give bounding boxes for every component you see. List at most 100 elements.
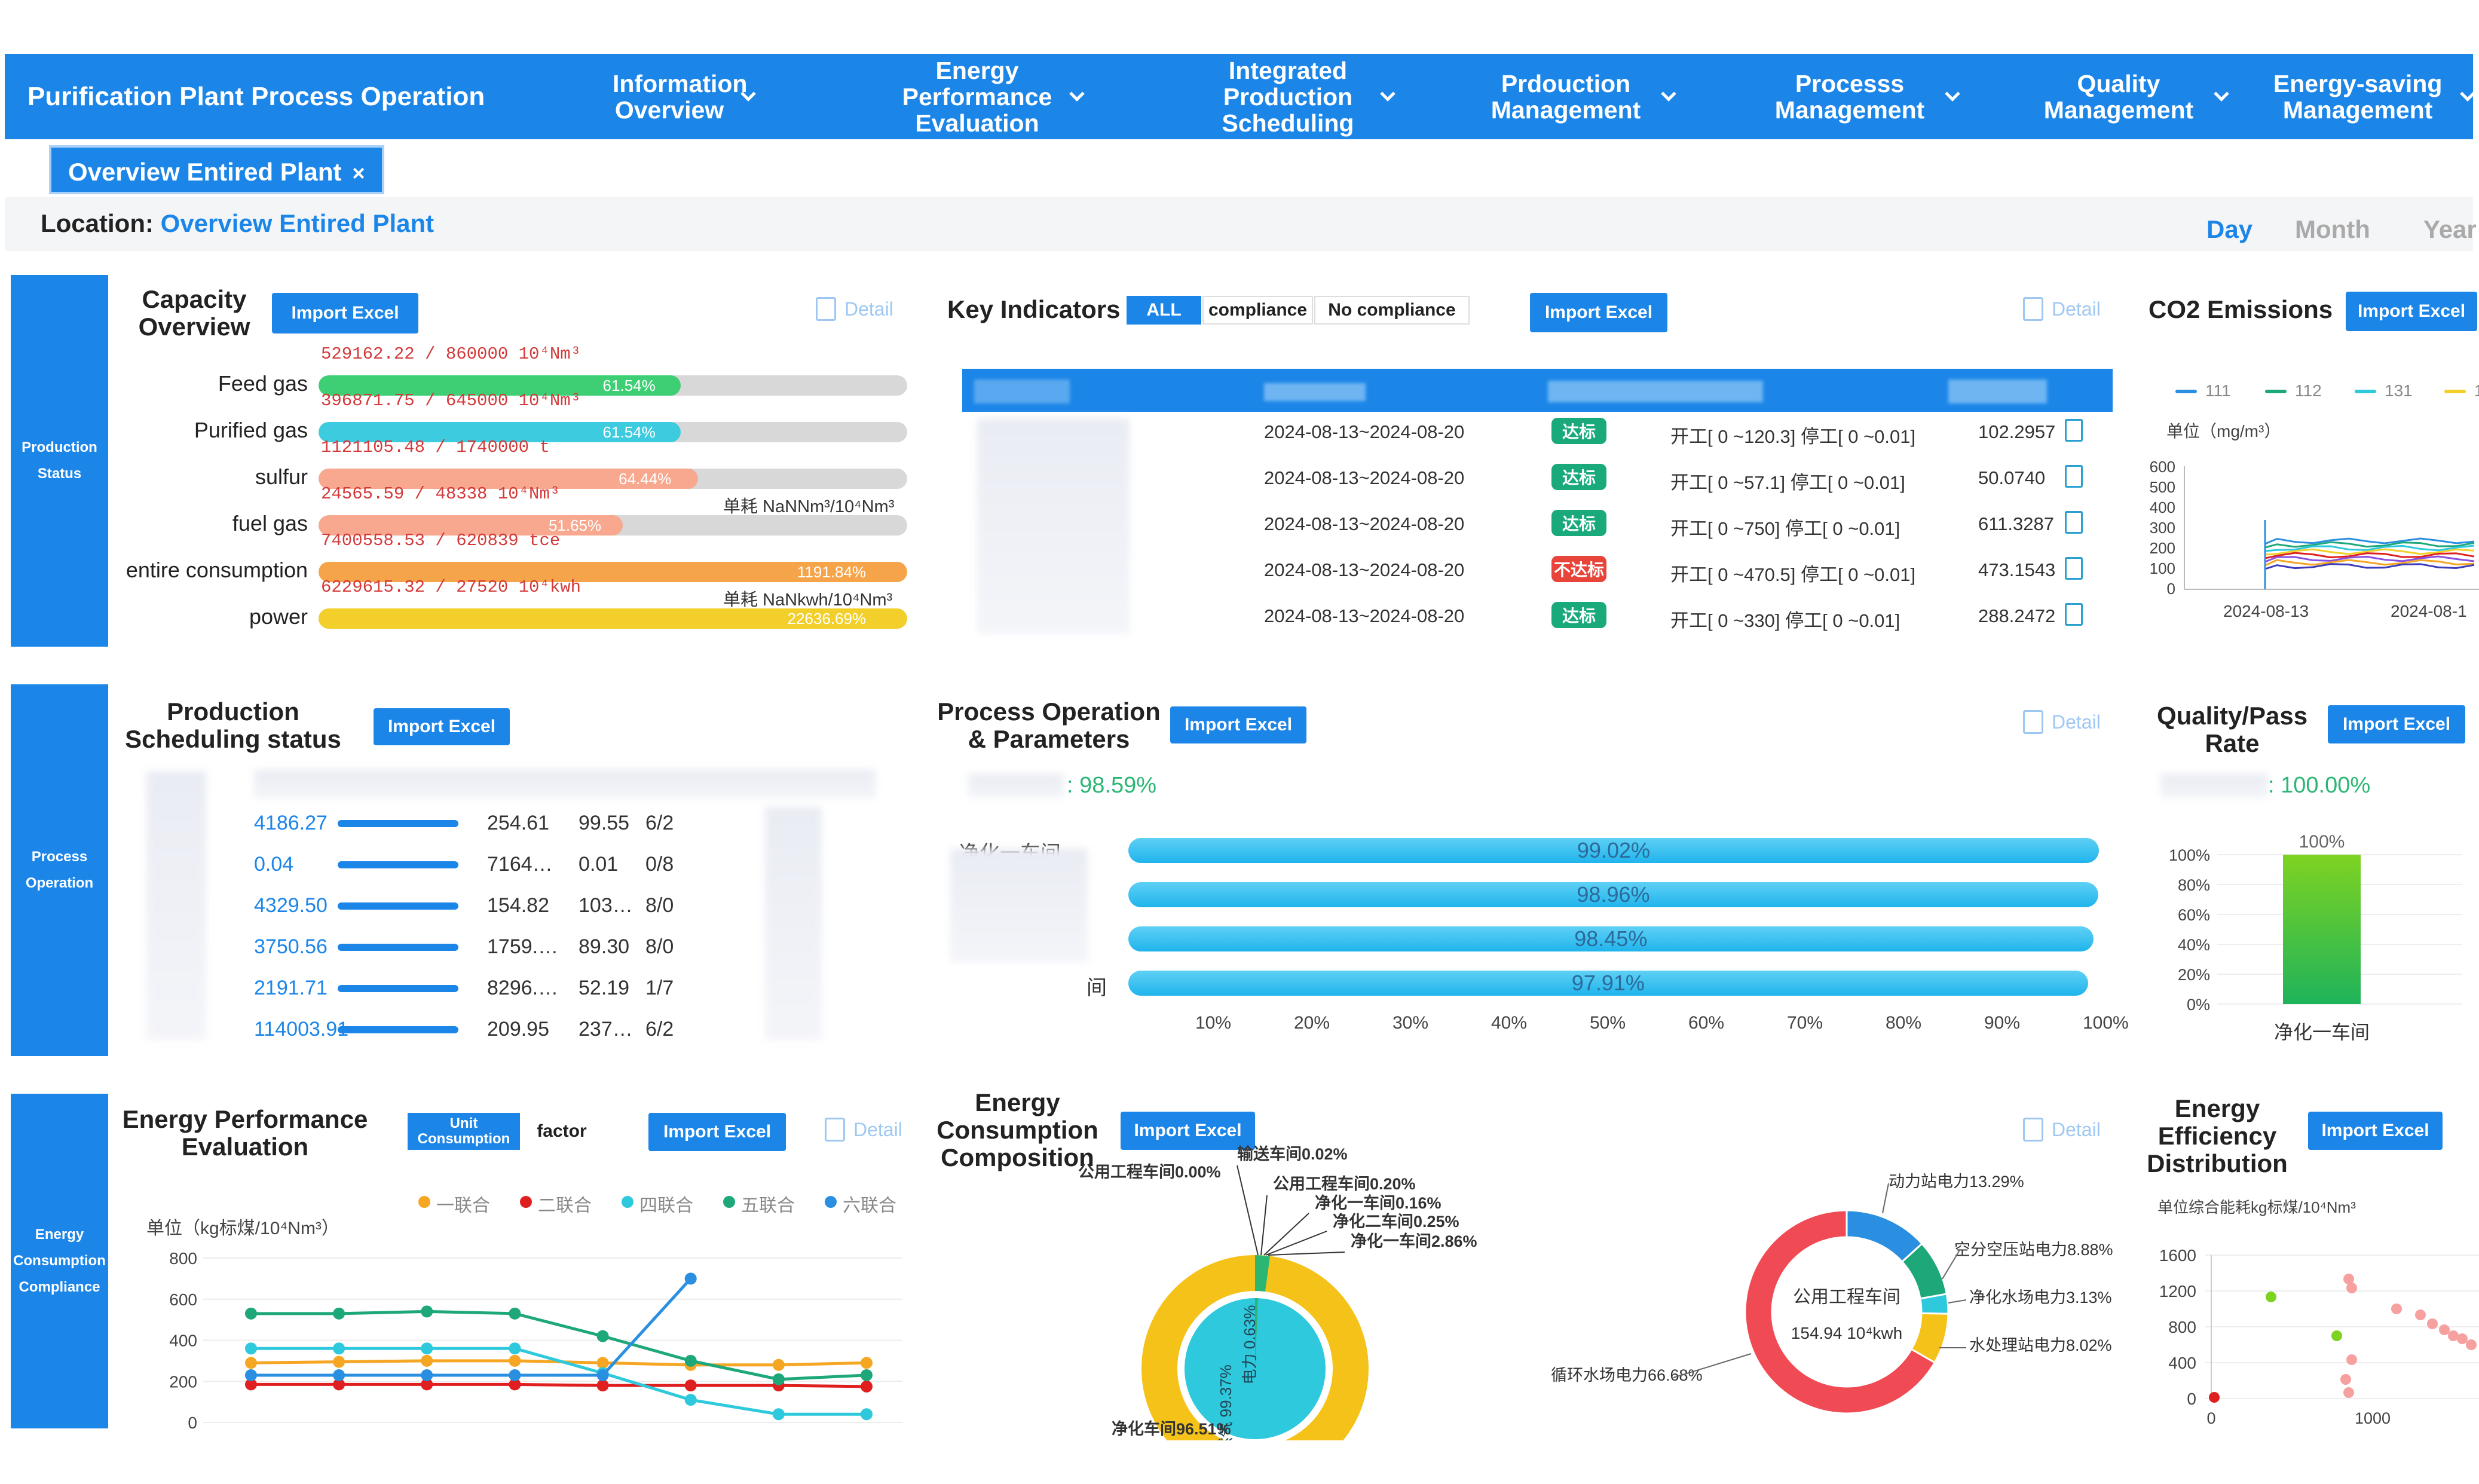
nav-production-management[interactable]: Prdouction Management xyxy=(1469,54,1690,139)
nav-information-overview[interactable]: Information Overview xyxy=(593,54,773,139)
nav-process-management[interactable]: Processs Management xyxy=(1756,54,1971,139)
process-detail-link[interactable]: Detail xyxy=(2023,710,2101,734)
ki-status-badge: 达标 xyxy=(1551,464,1606,490)
co2-xtick: 2024-08-13 xyxy=(2223,602,2309,620)
energy-eval-point xyxy=(333,1307,345,1320)
quality-import-button[interactable]: Import Excel xyxy=(2328,705,2465,743)
energy-eval-series-line xyxy=(251,1347,867,1416)
energy-eval-legend-label: 二联合 xyxy=(538,1196,592,1216)
document-icon[interactable] xyxy=(2065,419,2083,442)
capacity-value: 396871.75 / 645000 10⁴Nm³ xyxy=(321,391,582,411)
chevron-down-icon xyxy=(2214,85,2229,102)
nav-label: Energy-saving Management xyxy=(2273,69,2443,124)
document-icon[interactable] xyxy=(2065,557,2083,580)
composition-detail-link[interactable]: Detail xyxy=(2023,1118,2101,1142)
co2-ytick: 400 xyxy=(2150,498,2175,516)
document-icon xyxy=(2023,297,2043,321)
process-bar: 98.96% xyxy=(1128,882,2098,907)
donut-leader xyxy=(1882,1183,1889,1214)
capacity-title: Capacity Overview xyxy=(138,285,250,341)
composition-import-button[interactable]: Import Excel xyxy=(1121,1112,1255,1150)
process-xtick: 20% xyxy=(1294,1013,1330,1033)
energy-eval-ytick: 200 xyxy=(169,1372,197,1391)
nav-integrated-scheduling[interactable]: Integrated Production Scheduling xyxy=(1194,54,1409,139)
sched-bar xyxy=(338,1026,458,1033)
key-indicators-import-button[interactable]: Import Excel xyxy=(1530,293,1667,332)
efficiency-point xyxy=(2343,1387,2354,1398)
sched-col3: 237… xyxy=(579,1018,633,1041)
co2-series-line xyxy=(2264,555,2475,563)
process-import-button[interactable]: Import Excel xyxy=(1170,706,1306,743)
close-icon[interactable]: × xyxy=(352,161,365,185)
co2-title: CO2 Emissions xyxy=(2149,295,2333,323)
key-indicators-detail-link[interactable]: Detail xyxy=(2023,297,2101,321)
period-year[interactable]: Year xyxy=(2423,215,2477,243)
capacity-detail-link[interactable]: Detail xyxy=(816,297,893,321)
document-icon[interactable] xyxy=(2065,465,2083,488)
capacity-value: 24565.59 / 48338 10⁴Nm³ xyxy=(321,484,561,504)
blurred-column xyxy=(977,418,1130,634)
co2-series-line xyxy=(2264,541,2475,549)
ki-value: 50.0740 xyxy=(1978,467,2046,488)
co2-ytick: 0 xyxy=(2167,580,2175,598)
co2-import-button[interactable]: Import Excel xyxy=(2346,292,2477,331)
efficiency-import-button[interactable]: Import Excel xyxy=(2308,1112,2443,1150)
filter-no-compliance[interactable]: No compliance xyxy=(1314,296,1470,325)
brand-title: Purification Plant Process Operation xyxy=(27,82,485,111)
nav-quality-management[interactable]: Quality Management xyxy=(2031,54,2234,139)
efficiency-point xyxy=(2346,1283,2357,1293)
energy-eval-import-button[interactable]: Import Excel xyxy=(648,1113,786,1151)
energy-eval-point xyxy=(772,1408,785,1421)
header-cell xyxy=(1948,380,2047,403)
sched-col2: 8296.… xyxy=(487,977,559,999)
energy-eval-detail-link[interactable]: Detail xyxy=(825,1118,902,1142)
co2-ytick: 100 xyxy=(2150,559,2175,577)
period-day[interactable]: Day xyxy=(2206,215,2253,243)
toggle-factor[interactable]: factor xyxy=(537,1121,587,1141)
sched-bar xyxy=(338,944,458,951)
document-icon[interactable] xyxy=(2065,511,2083,534)
ki-date: 2024-08-13~2024-08-20 xyxy=(1264,559,1465,580)
nav-label: Prdouction Management xyxy=(1491,69,1641,124)
efficiency-point xyxy=(2266,1292,2276,1302)
nav-energy-performance[interactable]: Energy Performance Evaluation xyxy=(883,54,1098,139)
process-xtick: 30% xyxy=(1392,1013,1429,1033)
sched-col3: 89.30 xyxy=(579,935,630,958)
tab-overview[interactable]: Overview Entired Plant × xyxy=(49,145,384,194)
toggle-unit-consumption[interactable]: Unit Consumption xyxy=(408,1113,520,1150)
co2-legend-label: 111 xyxy=(2205,381,2231,400)
energy-eval-point xyxy=(861,1408,873,1421)
process-xtick: 10% xyxy=(1195,1013,1232,1033)
energy-eval-legend-dot xyxy=(622,1196,633,1208)
scheduling-import-button[interactable]: Import Excel xyxy=(374,708,510,745)
process-xtick: 40% xyxy=(1491,1013,1528,1033)
donut-label: 空分空压站电力8.88% xyxy=(1954,1241,2113,1259)
document-icon xyxy=(2023,710,2043,734)
ki-status-badge: 达标 xyxy=(1551,418,1606,444)
header-cell xyxy=(974,380,1070,403)
ki-range: 开工[ 0 ~120.3] 停工[ 0 ~0.01] xyxy=(1670,426,1916,447)
nav-energy-saving[interactable]: Energy-saving Management xyxy=(2270,54,2475,139)
ki-value: 473.1543 xyxy=(1978,559,2056,580)
process-xtick: 100% xyxy=(2083,1013,2129,1033)
energy-eval-legend-dot xyxy=(418,1196,430,1208)
period-month[interactable]: Month xyxy=(2295,215,2370,243)
capacity-row-label: Purified gas xyxy=(194,418,308,442)
location-value[interactable]: Overview Entired Plant xyxy=(160,209,434,237)
filter-compliance[interactable]: compliance xyxy=(1202,296,1313,325)
co2-series-line xyxy=(2264,548,2475,556)
energy-eval-ytick: 600 xyxy=(169,1290,197,1309)
document-icon[interactable] xyxy=(2065,603,2083,626)
capacity-row-label: sulfur xyxy=(255,464,308,489)
capacity-fill xyxy=(319,562,907,582)
energy-eval-point xyxy=(596,1379,609,1392)
sched-col4: 1/7 xyxy=(645,977,674,999)
nav-label: Quality Management xyxy=(2043,69,2194,124)
energy-eval-point xyxy=(245,1342,257,1355)
capacity-fill xyxy=(319,515,623,536)
capacity-import-button[interactable]: Import Excel xyxy=(272,293,418,333)
filter-all[interactable]: ALL xyxy=(1127,296,1201,325)
composition-leader xyxy=(1263,1213,1309,1256)
energy-eval-series-line xyxy=(251,1309,867,1381)
